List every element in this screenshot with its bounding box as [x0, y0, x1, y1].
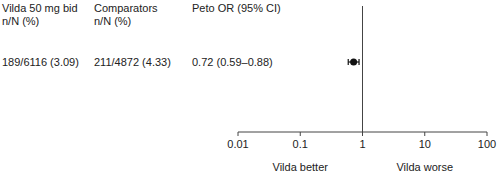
ci-cap-high [358, 59, 359, 65]
annotation: Vilda better [273, 161, 329, 173]
x-tick [238, 132, 239, 136]
marks [348, 59, 359, 66]
column-header: Comparators [94, 2, 158, 14]
x-tick-label: 1 [359, 138, 365, 150]
x-tick [362, 132, 363, 136]
row-text: 189/6116 (3.09) [2, 56, 79, 68]
row-text: 0.72 (0.59–0.88) [192, 56, 273, 68]
point-estimate [350, 59, 357, 66]
reference-line [362, 6, 363, 132]
x-tick [487, 132, 488, 136]
x-tick-label: 0.1 [293, 138, 308, 150]
x-tick-label: 100 [478, 138, 496, 150]
column-header: Peto OR (95% CI) [192, 2, 281, 14]
ci-cap-low [348, 59, 349, 65]
x-tick-label: 10 [419, 138, 431, 150]
row-text: 211/4872 (4.33) [94, 56, 171, 68]
x-tick [424, 132, 425, 136]
x-tick-label: 0.01 [227, 138, 248, 150]
column-header: n/N (%) [2, 15, 39, 27]
column-header: n/N (%) [94, 15, 131, 27]
x-tick [300, 132, 301, 136]
column-header: Vilda 50 mg bid [2, 2, 78, 14]
forest-plot: Vilda 50 mg bidn/N (%)Comparatorsn/N (%)… [0, 0, 500, 185]
annotation: Vilda worse [396, 161, 453, 173]
